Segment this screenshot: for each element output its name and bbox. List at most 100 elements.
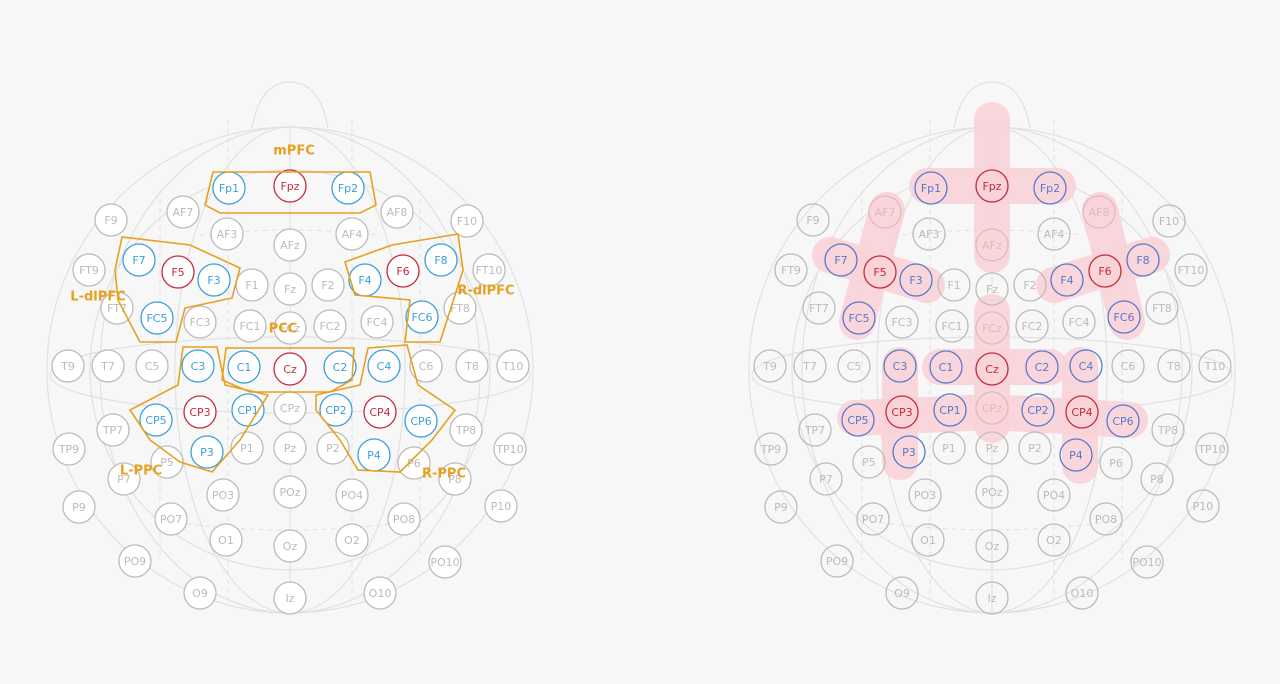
electrode <box>1069 349 1103 383</box>
electrode-label: Oz <box>283 540 298 553</box>
electrode <box>1033 171 1067 205</box>
region-label: mPFC <box>273 144 315 159</box>
electrode <box>1015 309 1049 343</box>
electrode-label: P6 <box>1109 457 1123 470</box>
electrode <box>181 349 215 383</box>
electrode-label: CP6 <box>410 415 431 428</box>
electrode <box>774 253 808 287</box>
electrode-label: CP3 <box>189 406 210 419</box>
electrode <box>1088 254 1122 288</box>
electrode <box>335 478 369 512</box>
electrode <box>273 169 307 203</box>
electrode-label: C3 <box>893 360 908 373</box>
electrode-label: P9 <box>774 501 788 514</box>
electrode <box>1126 243 1160 277</box>
electrode <box>1106 404 1140 438</box>
electrode-label: CP5 <box>145 414 166 427</box>
electrode <box>1111 349 1145 383</box>
electrode-label: F6 <box>396 265 409 278</box>
electrode <box>908 478 942 512</box>
electrode-label: C5 <box>847 360 862 373</box>
electrode <box>409 349 443 383</box>
electrode-label: F5 <box>873 266 886 279</box>
electrode <box>856 502 890 536</box>
electrode <box>493 432 527 466</box>
electrode-label: CP1 <box>939 404 960 417</box>
electrode <box>91 349 125 383</box>
electrode <box>273 581 307 615</box>
electrode-label: P9 <box>72 501 86 514</box>
electrode <box>1037 478 1071 512</box>
electrode <box>484 489 518 523</box>
electrode <box>1130 545 1164 579</box>
region-label: R-dlPFC <box>457 284 514 299</box>
electrode-label: F8 <box>1136 254 1149 267</box>
electrode <box>975 352 1009 386</box>
electrode <box>1152 204 1186 238</box>
electrode <box>190 435 224 469</box>
region-label: R-PPC <box>422 467 466 482</box>
electrode-label: FC4 <box>1068 316 1089 329</box>
electrode-label: PO7 <box>160 513 182 526</box>
electrode <box>885 576 919 610</box>
electrode-label: FC3 <box>189 316 210 329</box>
electrode <box>1151 413 1185 447</box>
electrode <box>1195 432 1229 466</box>
electrode-label: FC5 <box>146 312 167 325</box>
electrode <box>51 349 85 383</box>
electrode <box>1157 349 1191 383</box>
electrode <box>863 255 897 289</box>
electrode <box>892 435 926 469</box>
electrode <box>443 291 477 325</box>
electrode-label: FCz <box>280 322 300 335</box>
electrode <box>975 272 1009 306</box>
electrode <box>197 263 231 297</box>
electrode <box>273 352 307 386</box>
electrode-label: O2 <box>1046 534 1062 547</box>
electrode <box>1062 305 1096 339</box>
electrode-label: FT9 <box>79 264 99 277</box>
electrode-label: O10 <box>369 587 392 600</box>
electrode-label: FC4 <box>366 316 387 329</box>
electrode <box>438 462 472 496</box>
electrode <box>135 349 169 383</box>
electrode <box>273 475 307 509</box>
electrode <box>1037 523 1071 557</box>
electrode-label: PO3 <box>914 489 936 502</box>
electrode-label: P7 <box>117 473 131 486</box>
electrode-label: F1 <box>947 279 960 292</box>
electrode-label: PO10 <box>430 556 459 569</box>
electrode <box>161 255 195 289</box>
electrode-label: Fz <box>284 283 296 296</box>
electrode <box>122 243 156 277</box>
electrode-label: O1 <box>218 534 234 547</box>
electrode-label: T9 <box>762 360 777 373</box>
electrode-label: T10 <box>1204 360 1226 373</box>
electrode-label: CP1 <box>237 404 258 417</box>
electrode-label: C6 <box>1121 360 1136 373</box>
electrode-label: F10 <box>457 215 477 228</box>
electrode <box>96 413 130 447</box>
electrode-label: P1 <box>942 442 956 455</box>
electrode-label: FCz <box>982 322 1002 335</box>
electrode <box>183 395 217 429</box>
electrode-label: O9 <box>894 587 910 600</box>
electrode-label: P4 <box>1069 449 1083 462</box>
electrode-label: CP6 <box>1112 415 1133 428</box>
electrode-label: PO8 <box>393 513 415 526</box>
electrode <box>1089 502 1123 536</box>
nose <box>953 81 1031 129</box>
electrode-label: AFz <box>982 239 1002 252</box>
electrode <box>852 445 886 479</box>
electrode <box>929 350 963 384</box>
electrode <box>798 413 832 447</box>
electrode-label: F10 <box>1159 215 1179 228</box>
electrode-label: P5 <box>160 456 174 469</box>
electrode-label: O1 <box>920 534 936 547</box>
electrode-label: T7 <box>100 360 115 373</box>
electrode <box>52 432 86 466</box>
electrode-label: PO9 <box>124 555 146 568</box>
electrode-label: C4 <box>1079 360 1094 373</box>
electrode <box>975 391 1009 425</box>
electrode-label: F2 <box>1023 279 1036 292</box>
